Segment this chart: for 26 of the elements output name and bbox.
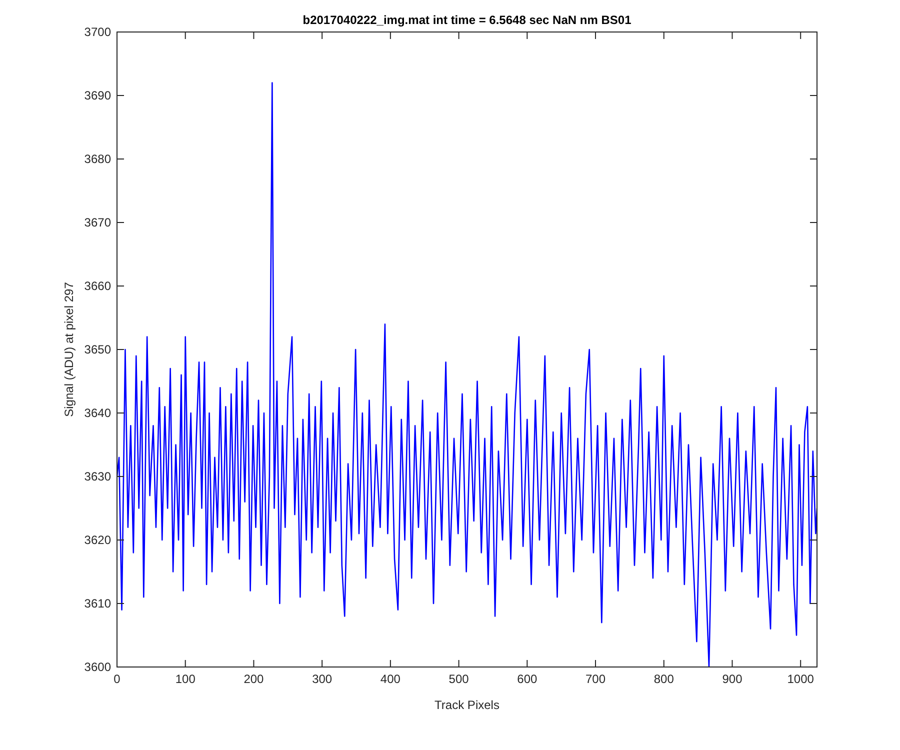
x-tick-label: 700	[586, 672, 606, 686]
x-tick-label: 0	[114, 672, 121, 686]
y-tick-label: 3650	[84, 342, 112, 356]
x-tick-label: 800	[654, 672, 674, 686]
y-tick-label: 3630	[84, 470, 112, 484]
y-tick-label: 3690	[84, 88, 112, 102]
x-tick-label: 200	[244, 672, 264, 686]
y-tick-label: 3640	[84, 406, 112, 420]
x-tick-label: 600	[517, 672, 538, 686]
x-tick-label: 400	[380, 672, 401, 686]
x-tick-label: 500	[448, 672, 470, 686]
y-axis-title: Signal (ADU) at pixel 297	[62, 282, 76, 417]
y-tick-label: 3610	[84, 596, 112, 610]
chart-title: b2017040222_img.mat int time = 6.5648 sec NaN nm BS01	[302, 13, 632, 27]
y-tick-label: 3700	[84, 25, 112, 39]
y-tick-label: 3670	[84, 216, 112, 230]
x-tick-label: 1000	[787, 672, 814, 686]
y-tick-label: 3600	[84, 660, 112, 674]
x-tick-label: 100	[175, 672, 196, 686]
y-tick-label: 3680	[84, 152, 112, 166]
line-series	[117, 82, 817, 667]
x-tick-label: 900	[722, 672, 743, 686]
y-tick-label: 3660	[84, 279, 112, 293]
x-axis-title: Track Pixels	[434, 698, 500, 712]
y-tick-label: 3620	[84, 533, 112, 547]
x-tick-label: 300	[312, 672, 332, 686]
